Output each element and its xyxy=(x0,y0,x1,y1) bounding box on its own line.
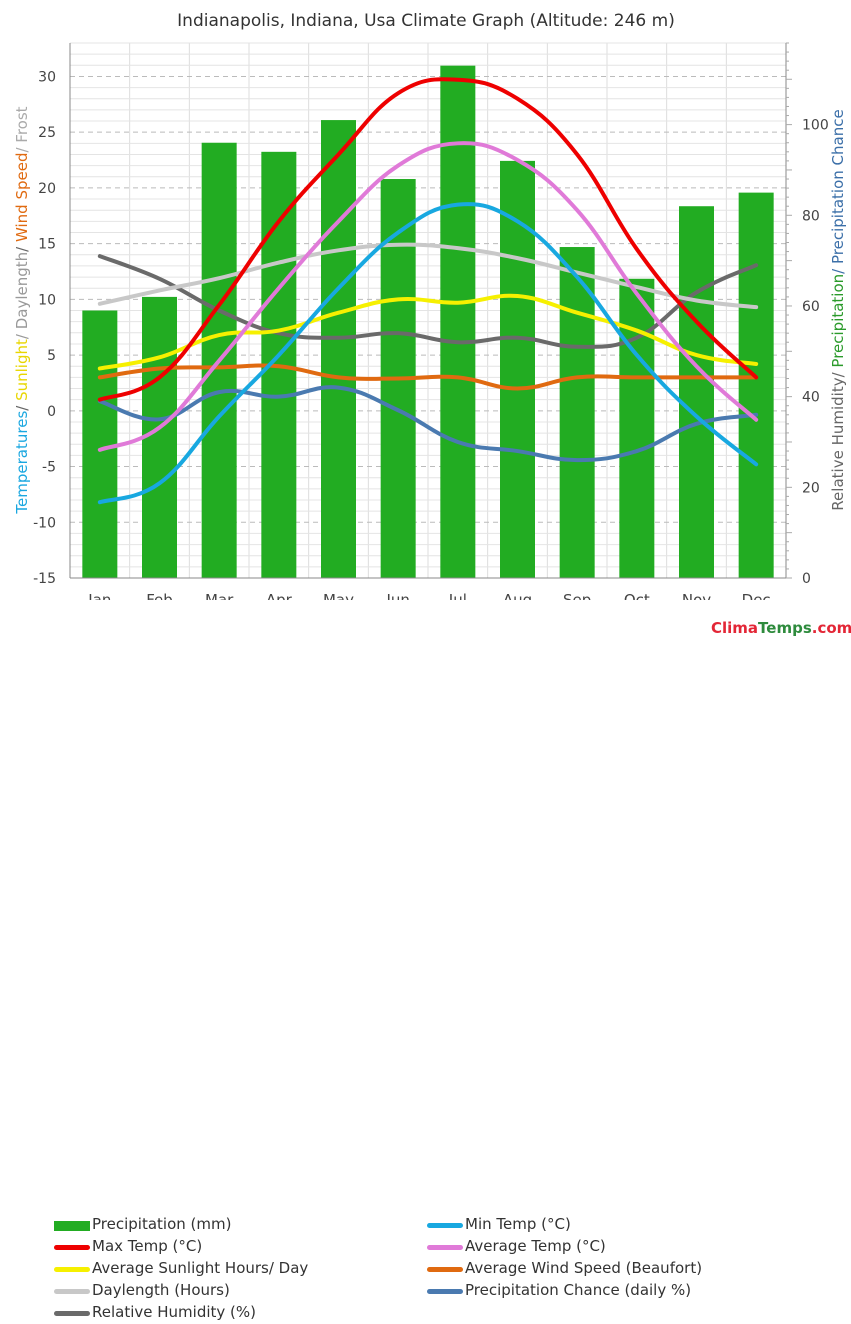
left-tick-label: 15 xyxy=(38,237,56,253)
series-lines xyxy=(97,77,759,505)
precipitation-bar xyxy=(142,296,177,578)
left-tick-label: 30 xyxy=(38,69,56,85)
brand-part2: Temps xyxy=(758,619,812,637)
left-tick-label: -5 xyxy=(42,460,56,476)
legend-swatch xyxy=(54,1267,90,1272)
legend-swatch xyxy=(54,1221,90,1231)
precipitation-bar xyxy=(619,278,655,578)
series-line-average-temp-c xyxy=(97,141,759,452)
x-tick-label: Jan xyxy=(87,591,111,600)
right-title-text: Relative Humidity/ Precipitation/ Precip… xyxy=(829,109,847,510)
x-tick-label: Apr xyxy=(266,591,293,600)
right-tick-label: 100 xyxy=(802,118,829,134)
legend-label: Precipitation (mm) xyxy=(92,1215,232,1233)
brand-logo[interactable]: ClimaTemps.com xyxy=(711,619,851,637)
x-tick-label: Feb xyxy=(146,591,173,600)
legend-label: Average Temp (°C) xyxy=(465,1237,606,1255)
right-tick-label: 80 xyxy=(802,208,820,224)
x-tick-label: Dec xyxy=(742,591,771,600)
left-tick-label: 0 xyxy=(47,404,56,420)
axis-title-part: Relative Humidity/ xyxy=(829,368,847,511)
right-tick-label: 0 xyxy=(802,571,811,587)
legend-swatch xyxy=(54,1289,90,1294)
series-line-precipitation-chance-daily xyxy=(97,385,759,463)
precipitation-bar xyxy=(679,206,714,578)
left-axis-title: Temperatures/ Sunlight/ Daylength/ Wind … xyxy=(13,106,31,514)
x-tick-label: Jun xyxy=(385,591,409,600)
right-tick-label: 40 xyxy=(802,390,820,406)
axis-title-part: / Daylength xyxy=(13,252,31,339)
axis-title-part: / Precipitation Chance xyxy=(829,109,847,274)
series-line-max-temp-c xyxy=(97,77,759,402)
right-tick-label: 20 xyxy=(802,480,820,496)
legend-swatch xyxy=(427,1289,463,1294)
left-title-text: Temperatures/ Sunlight/ Daylength/ Wind … xyxy=(13,106,31,514)
climate-chart: Indianapolis, Indiana, Usa Climate Graph… xyxy=(13,11,851,1321)
precipitation-bar xyxy=(440,65,476,578)
series-line-min-temp-c xyxy=(97,202,759,505)
legend-label: Average Sunlight Hours/ Day xyxy=(92,1259,309,1277)
axis-title-part: Sunlight xyxy=(13,339,31,401)
left-tick-label: -15 xyxy=(33,571,56,587)
left-tick-label: 10 xyxy=(38,292,56,308)
precipitation-bar xyxy=(738,192,774,578)
chart-svg: Indianapolis, Indiana, Usa Climate Graph… xyxy=(13,11,847,609)
precipitation-bar xyxy=(82,310,118,578)
legend-label: Min Temp (°C) xyxy=(465,1215,571,1233)
axis-title-part: Wind Speed xyxy=(13,153,31,243)
legend-swatch xyxy=(54,1311,90,1316)
right-axis-title: Relative Humidity/ Precipitation/ Precip… xyxy=(829,109,847,510)
legend-label: Precipitation Chance (daily %) xyxy=(465,1281,692,1299)
x-tick-label: Sep xyxy=(563,591,591,600)
axis-title-part: / xyxy=(13,242,31,252)
legend-label: Relative Humidity (%) xyxy=(92,1303,256,1321)
series-line-relative-humidity xyxy=(97,254,759,349)
legend-label: Average Wind Speed (Beaufort) xyxy=(465,1259,703,1277)
axis-title-part: / xyxy=(13,401,31,411)
x-tick-label: Nov xyxy=(682,591,711,600)
legend-label: Max Temp (°C) xyxy=(92,1237,203,1255)
grid xyxy=(69,42,787,579)
x-tick-label: Mar xyxy=(205,591,234,600)
legend-swatch xyxy=(54,1245,90,1250)
x-tick-label: Jul xyxy=(448,591,467,600)
precipitation-bar xyxy=(559,247,595,578)
legend-swatch xyxy=(427,1267,463,1272)
x-tick-label: Oct xyxy=(624,591,650,600)
legend-swatch xyxy=(427,1223,463,1228)
precipitation-bar xyxy=(321,120,356,579)
brand-part1: Clima xyxy=(711,619,759,637)
legend-label: Daylength (Hours) xyxy=(92,1281,230,1299)
left-tick-label: -10 xyxy=(33,515,56,531)
x-tick-label: Aug xyxy=(503,591,532,600)
axis-title-part: Precipitation xyxy=(829,274,847,368)
axis-title-part: / Frost xyxy=(13,106,31,152)
right-tick-label: 60 xyxy=(802,299,820,315)
axis-title-part: Temperatures xyxy=(13,411,31,515)
series-line-average-sunlight-hours-day xyxy=(97,293,759,371)
legend-swatch xyxy=(427,1245,463,1250)
x-tick-label: May xyxy=(323,591,354,600)
chart-title: Indianapolis, Indiana, Usa Climate Graph… xyxy=(177,11,675,31)
left-tick-label: 20 xyxy=(38,181,56,197)
left-tick-label: 5 xyxy=(47,348,56,364)
series-line-daylength-hours xyxy=(97,242,759,310)
left-tick-label: 25 xyxy=(38,125,56,141)
brand-part3: .com xyxy=(811,619,851,637)
